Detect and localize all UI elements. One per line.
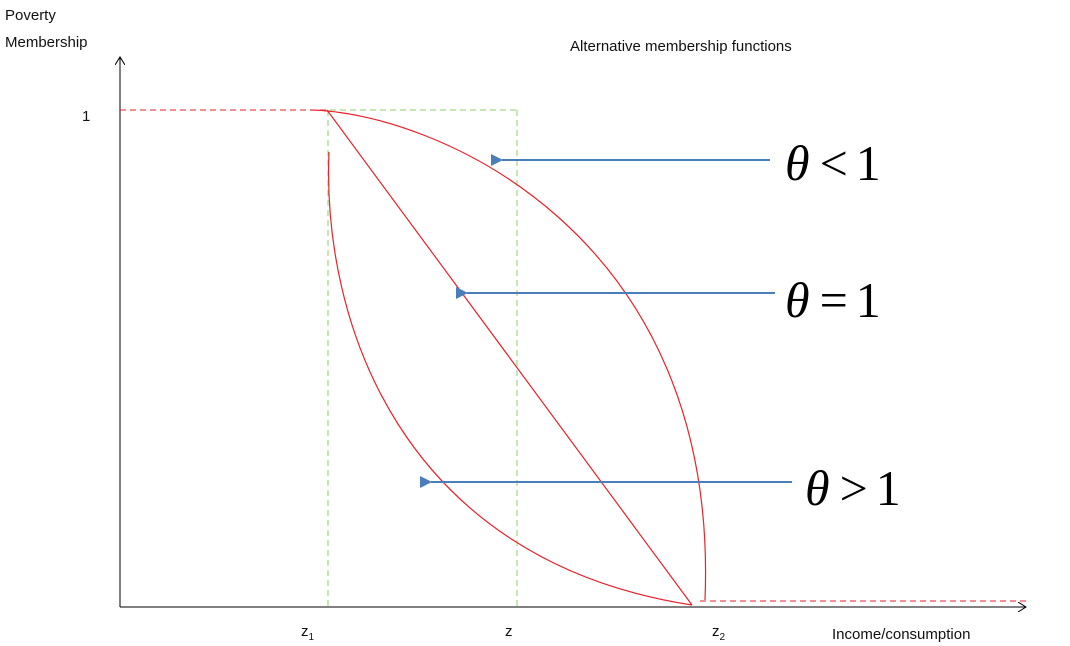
y-axis-label-line2: Membership [5,34,88,51]
annotation-theta-less: θ <1 [785,135,881,191]
x-tick-z1: z1 [301,623,315,643]
chart-title: Alternative membership functions [570,38,792,55]
x-axis-label: Income/consumption [832,626,970,643]
theta-less-than-one-curve [309,109,707,601]
theta-greater-than-one-curve [327,151,693,606]
y-axis-label-line1: Poverty [5,7,56,24]
annotation-theta-equal: θ = 1 [785,272,881,328]
theta-equal-one-line [326,109,693,606]
x-tick-z: z [505,623,513,640]
y-tick-one: 1 [82,108,90,125]
x-tick-z2: z2 [712,623,726,643]
annotation-theta-greater: θ >1 [805,460,901,516]
